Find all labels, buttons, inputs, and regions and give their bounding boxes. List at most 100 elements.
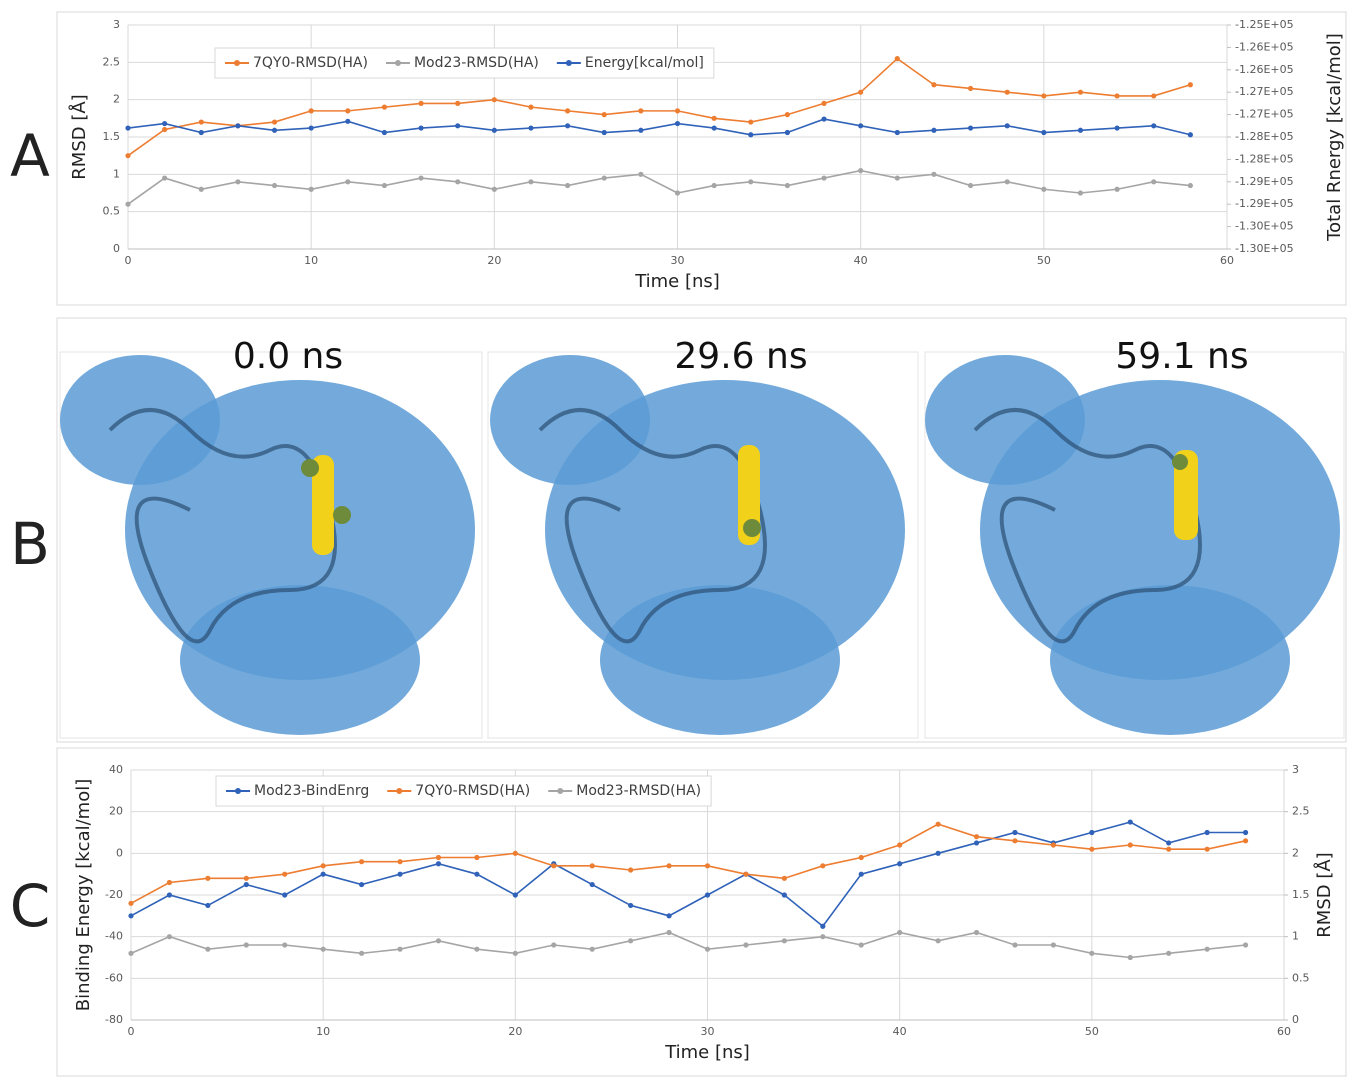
y-tick-label: -40 xyxy=(105,930,123,943)
y-tick-label: 0 xyxy=(116,846,123,859)
data-point xyxy=(1127,842,1133,848)
data-point xyxy=(781,875,787,881)
data-point xyxy=(704,892,711,898)
series-line xyxy=(130,931,1246,959)
legend-frame xyxy=(215,775,712,807)
data-point xyxy=(743,871,749,877)
snapshot-images xyxy=(59,351,1345,739)
data-point xyxy=(894,129,900,136)
data-point xyxy=(1041,186,1047,192)
y-tick-label: -60 xyxy=(105,971,123,984)
y-tick-label: 1 xyxy=(113,167,120,180)
data-point xyxy=(418,175,424,181)
data-point xyxy=(243,881,249,888)
data-point xyxy=(282,871,288,877)
y2-tick-label: -1.29E+05 xyxy=(1235,197,1294,210)
data-point xyxy=(967,182,974,189)
data-point xyxy=(565,108,571,114)
data-point xyxy=(128,900,134,906)
data-point xyxy=(455,100,461,106)
data-point xyxy=(1114,93,1120,99)
data-point xyxy=(784,182,791,189)
y2-tick-label: 3 xyxy=(1292,763,1299,776)
data-point xyxy=(1041,129,1047,136)
protein-ribbons xyxy=(108,408,1202,644)
legend-frame xyxy=(214,47,715,79)
data-point xyxy=(381,129,388,136)
y-axis-title: Binding Energy [kcal/mol] xyxy=(73,779,94,1012)
series xyxy=(128,821,1249,906)
legend-swatch xyxy=(234,60,240,66)
y-tick-label: 40 xyxy=(109,763,123,776)
data-point xyxy=(162,120,168,127)
data-point xyxy=(1127,954,1133,961)
data-point xyxy=(858,942,864,948)
data-point xyxy=(743,942,749,948)
y2-tick-label: -1.27E+05 xyxy=(1235,85,1294,98)
y2-tick-label: -1.28E+05 xyxy=(1235,152,1294,165)
y2-tick-label: 2 xyxy=(1292,846,1299,859)
panel-letter: A xyxy=(10,122,50,190)
data-point xyxy=(345,179,351,185)
data-point xyxy=(345,118,351,124)
x-tick-label: 50 xyxy=(1085,1025,1099,1038)
y-axis-title: RMSD [Å] xyxy=(68,94,90,179)
x-tick-label: 30 xyxy=(701,1025,715,1038)
snapshot-label: 29.6 ns xyxy=(674,336,807,377)
data-point xyxy=(166,934,173,940)
data-point xyxy=(1077,127,1084,133)
data-point xyxy=(973,929,980,936)
series xyxy=(125,116,1193,138)
x-tick-label: 0 xyxy=(125,254,132,267)
y-tick-label: 0.5 xyxy=(103,205,121,218)
data-point xyxy=(1077,89,1084,95)
data-point xyxy=(821,100,827,106)
data-point xyxy=(565,123,571,129)
y2-tick-label: 1 xyxy=(1292,930,1299,943)
y-tick-label: 3 xyxy=(113,18,120,31)
ligand xyxy=(301,445,1198,555)
data-point xyxy=(1004,179,1010,185)
data-point xyxy=(359,950,365,956)
data-point xyxy=(858,854,864,861)
data-point xyxy=(858,168,864,174)
data-point xyxy=(205,875,211,881)
legend-label: Mod23-RMSD(HA) xyxy=(576,783,701,799)
data-point xyxy=(1204,846,1210,852)
data-point xyxy=(1127,819,1133,825)
data-point xyxy=(397,859,403,865)
data-point xyxy=(1004,89,1010,95)
y2-tick-label: -1.25E+05 xyxy=(1235,18,1294,31)
series xyxy=(128,819,1249,929)
series xyxy=(125,168,1193,207)
data-point xyxy=(235,179,241,185)
data-point xyxy=(455,123,461,129)
data-point xyxy=(308,125,314,131)
data-point xyxy=(666,863,672,869)
data-point xyxy=(308,108,314,114)
y2-axis-title: RMSD [Å] xyxy=(1313,852,1335,937)
data-point xyxy=(125,201,131,207)
data-point xyxy=(638,127,644,133)
data-point xyxy=(748,132,754,138)
panel-letter: C xyxy=(10,872,51,940)
data-point xyxy=(455,179,461,185)
data-point xyxy=(1242,838,1249,844)
data-point xyxy=(1151,179,1157,185)
x-tick-label: 30 xyxy=(671,254,685,267)
x-tick-label: 60 xyxy=(1277,1025,1291,1038)
legend-swatch xyxy=(557,788,564,794)
x-axis-title: Time [ns] xyxy=(634,271,720,292)
x-tick-label: 10 xyxy=(304,254,318,267)
data-point xyxy=(320,871,326,877)
series-line xyxy=(130,821,1246,928)
data-point xyxy=(528,179,534,185)
data-point xyxy=(973,834,980,840)
data-point xyxy=(704,946,711,952)
data-point xyxy=(1114,125,1120,131)
data-point xyxy=(1187,82,1193,88)
data-point xyxy=(1166,950,1172,956)
data-point xyxy=(166,892,173,898)
data-point xyxy=(125,125,131,131)
